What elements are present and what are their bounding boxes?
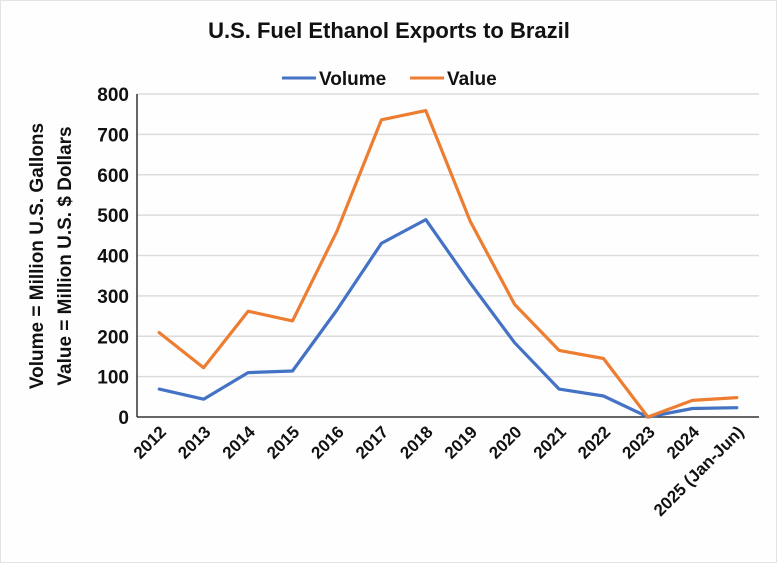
y-tick-label: 0 [118,408,129,429]
x-tick-label: 2022 [574,422,614,462]
x-tick-label: 2019 [441,422,481,462]
y-axis-ticks: 0 100 200 300 400 500 600 700 800 [97,85,129,429]
y-axis-title-value: Value = Million U.S. $ Dollars [55,126,76,385]
series-line-volume [159,220,737,417]
x-tick-label: 2012 [130,422,170,462]
y-tick-label: 500 [97,206,129,227]
x-tick-label: 2014 [219,422,260,463]
series-lines [159,110,737,417]
x-tick-label: 2016 [308,422,348,462]
legend-label-value: Value [447,69,497,90]
y-axis-title: Volume = Million U.S. Gallons Value = Mi… [27,123,76,389]
legend: Volume Value [282,69,497,90]
x-tick-label: 2013 [174,422,214,462]
legend-label-volume: Volume [319,69,386,90]
y-tick-label: 300 [97,287,129,308]
series-line-value [159,111,737,417]
x-tick-label: 2021 [530,422,570,462]
y-tick-label: 800 [97,85,129,106]
y-tick-label: 600 [97,166,129,187]
x-tick-label: 2015 [263,422,303,462]
x-tick-label: 2020 [485,422,525,462]
y-tick-label: 200 [97,327,129,348]
x-tick-label: 2017 [352,422,392,462]
x-tick-label: 2024 [663,422,704,463]
y-tick-label: 100 [97,368,129,389]
x-tick-label: 2018 [396,422,436,462]
x-tick-label: 2023 [619,422,659,462]
chart-title: U.S. Fuel Ethanol Exports to Brazil [208,18,570,43]
y-tick-label: 700 [97,125,129,146]
y-tick-label: 400 [97,247,129,268]
y-axis-title-volume: Volume = Million U.S. Gallons [27,123,48,389]
